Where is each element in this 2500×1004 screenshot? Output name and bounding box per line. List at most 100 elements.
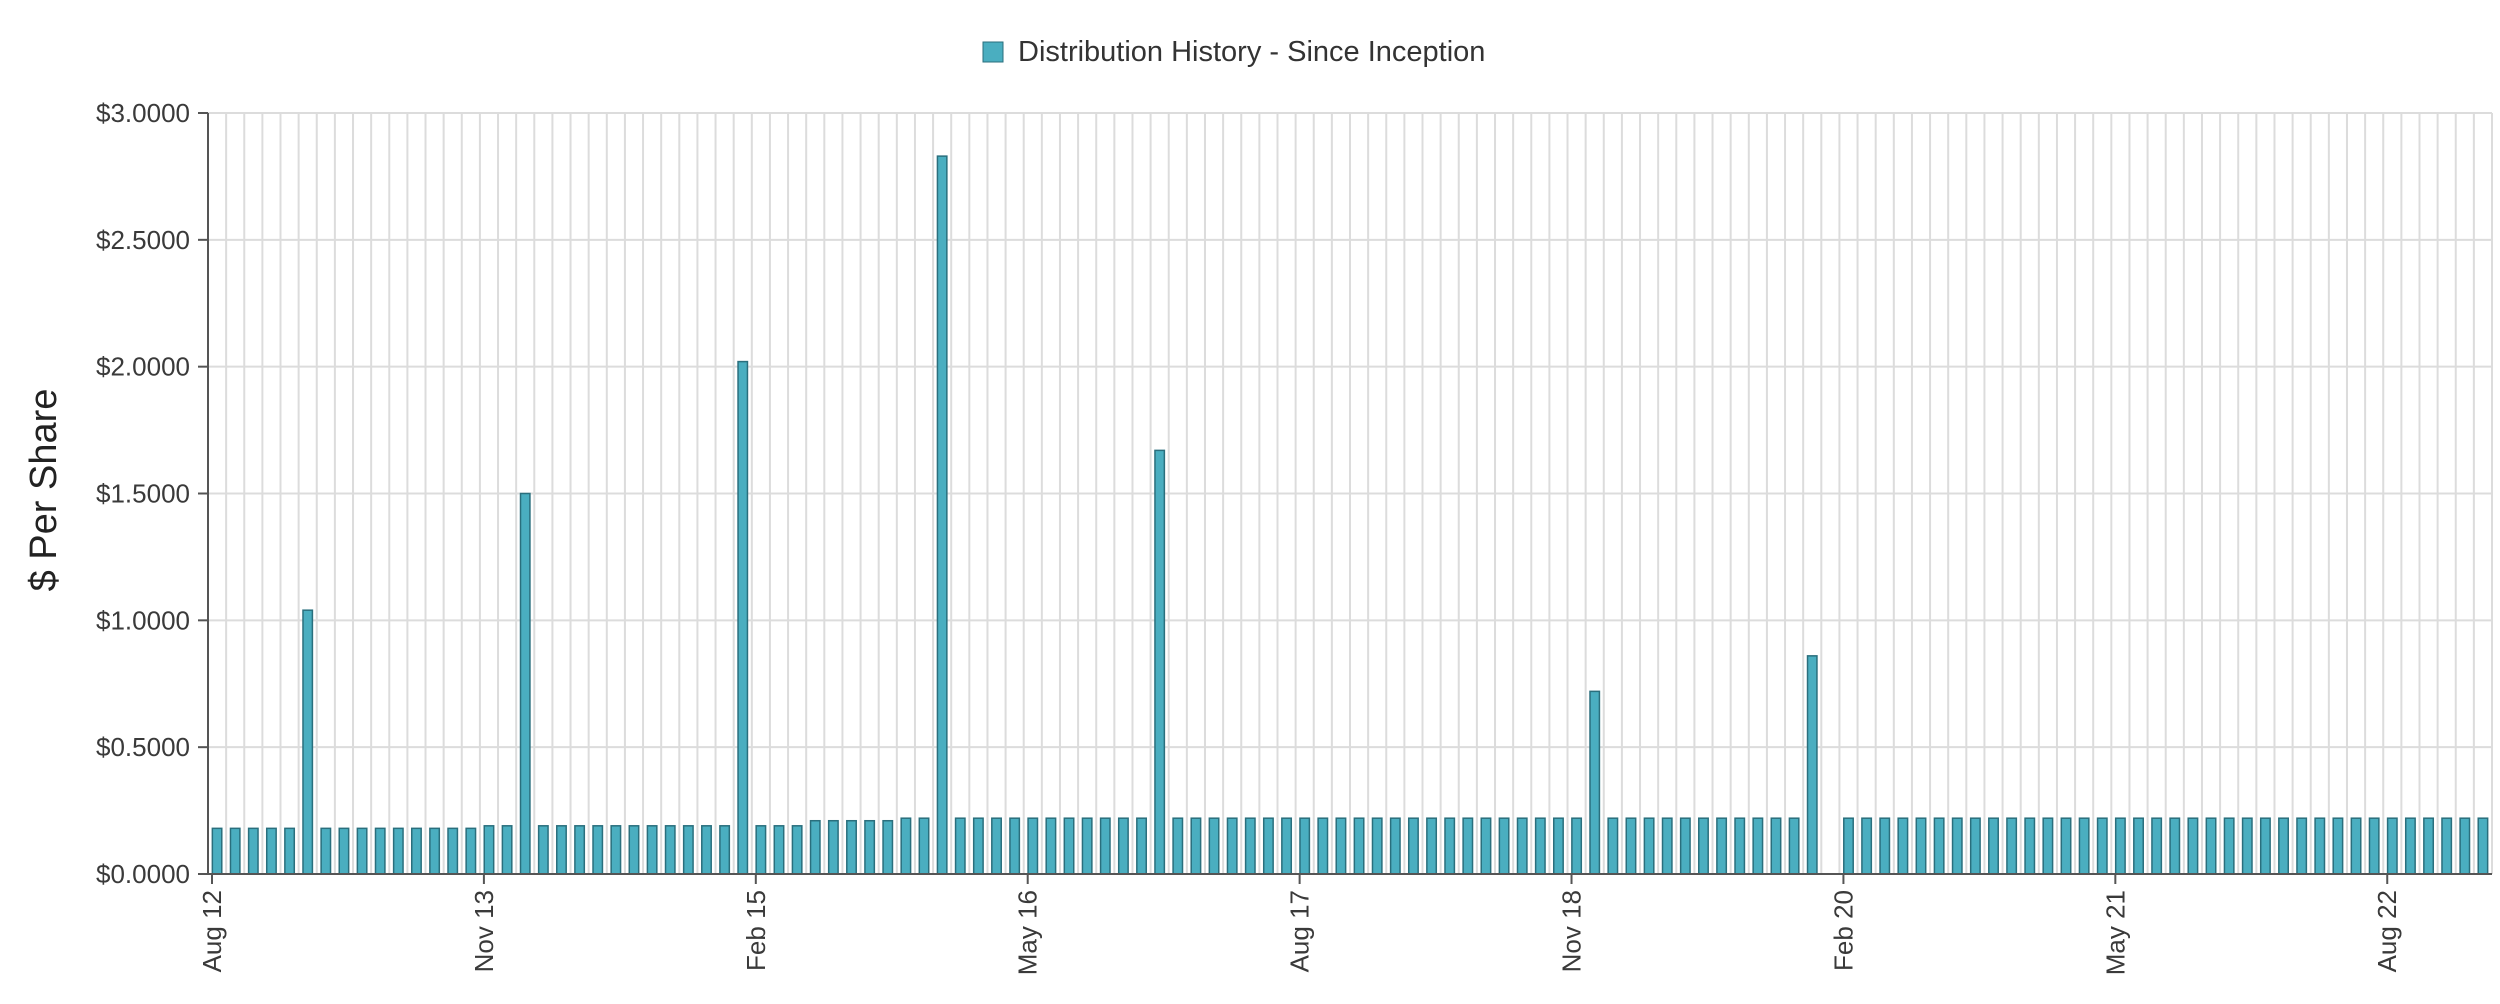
bar[interactable] <box>1752 817 1764 875</box>
bar[interactable] <box>2259 817 2271 875</box>
chart-legend[interactable]: Distribution History - Since Inception <box>982 36 1485 68</box>
bar[interactable] <box>284 827 296 875</box>
bar[interactable] <box>265 827 277 875</box>
bar[interactable] <box>1335 817 1347 875</box>
bar[interactable] <box>1770 817 1782 875</box>
bar[interactable] <box>827 819 839 875</box>
bar[interactable] <box>2296 817 2308 875</box>
bar[interactable] <box>556 825 567 875</box>
bar[interactable] <box>1861 817 1873 875</box>
bar[interactable] <box>755 825 767 875</box>
bar[interactable] <box>1933 817 1945 875</box>
bar[interactable] <box>809 819 821 875</box>
bar[interactable] <box>1371 817 1383 875</box>
bar[interactable] <box>1462 817 1474 875</box>
bar[interactable] <box>1607 817 1619 875</box>
bar[interactable] <box>1843 817 1854 875</box>
bar[interactable] <box>2314 817 2326 875</box>
bar[interactable] <box>2024 817 2036 875</box>
bar[interactable] <box>628 825 640 875</box>
bar[interactable] <box>2368 817 2380 875</box>
bar[interactable] <box>1988 817 1999 875</box>
bar[interactable] <box>410 827 422 875</box>
bar[interactable] <box>610 825 622 875</box>
bar[interactable] <box>1516 817 1528 875</box>
bar[interactable] <box>2169 817 2181 875</box>
bar[interactable] <box>1661 817 1673 875</box>
bar[interactable] <box>537 825 549 875</box>
bar[interactable] <box>2205 817 2217 875</box>
bar[interactable] <box>1045 817 1057 875</box>
bar[interactable] <box>1643 817 1655 875</box>
bar[interactable] <box>1407 817 1419 875</box>
bar[interactable] <box>1063 817 1075 875</box>
bar[interactable] <box>519 492 531 875</box>
bar[interactable] <box>2404 817 2416 875</box>
bar[interactable] <box>2114 817 2126 875</box>
bar[interactable] <box>1534 817 1546 875</box>
bar[interactable] <box>229 827 241 875</box>
bar[interactable] <box>2459 817 2471 875</box>
bar[interactable] <box>1190 817 1202 875</box>
bar[interactable] <box>1552 817 1564 875</box>
bar[interactable] <box>1172 817 1184 875</box>
bar[interactable] <box>1208 817 1220 875</box>
bar[interactable] <box>773 825 785 875</box>
bar[interactable] <box>2241 817 2253 875</box>
bar[interactable] <box>465 827 477 875</box>
bar[interactable] <box>2423 817 2435 875</box>
bar[interactable] <box>374 827 386 875</box>
bar[interactable] <box>2006 817 2018 875</box>
bar[interactable] <box>2042 817 2054 875</box>
bar[interactable] <box>320 827 332 875</box>
bar[interactable] <box>356 827 368 875</box>
bar[interactable] <box>1951 817 1963 875</box>
bar[interactable] <box>2350 817 2362 875</box>
bar[interactable] <box>954 817 966 875</box>
bar[interactable] <box>1498 817 1510 875</box>
bar[interactable] <box>882 819 894 875</box>
bar[interactable] <box>2278 817 2290 875</box>
bar[interactable] <box>1299 817 1311 875</box>
bar[interactable] <box>846 819 857 875</box>
bar[interactable] <box>1317 817 1329 875</box>
bar[interactable] <box>2151 817 2163 875</box>
bar[interactable] <box>2223 817 2235 875</box>
bar[interactable] <box>1281 817 1293 875</box>
bar[interactable] <box>1444 817 1456 875</box>
bar[interactable] <box>1244 817 1256 875</box>
bar[interactable] <box>2477 817 2489 875</box>
bar[interactable] <box>429 827 441 875</box>
bar[interactable] <box>1915 817 1927 875</box>
bar[interactable] <box>719 825 731 875</box>
bar[interactable] <box>2060 817 2072 875</box>
bar[interactable] <box>664 825 676 875</box>
bar[interactable] <box>392 827 404 875</box>
bar[interactable] <box>1625 817 1637 875</box>
bar[interactable] <box>447 827 459 875</box>
bar[interactable] <box>338 827 350 875</box>
bar[interactable] <box>302 609 314 875</box>
bar[interactable] <box>1117 817 1129 875</box>
bar[interactable] <box>1154 449 1166 875</box>
bar[interactable] <box>1716 817 1728 875</box>
bar[interactable] <box>682 825 694 875</box>
bar[interactable] <box>1226 817 1238 875</box>
bar[interactable] <box>2332 817 2344 875</box>
bar[interactable] <box>864 819 876 875</box>
bar[interactable] <box>2096 817 2108 875</box>
bar[interactable] <box>1081 817 1093 875</box>
bar[interactable] <box>1897 817 1909 875</box>
bar[interactable] <box>701 825 712 875</box>
bar[interactable] <box>1734 817 1746 875</box>
bar[interactable] <box>211 827 223 875</box>
bar[interactable] <box>1571 817 1583 875</box>
bar[interactable] <box>483 825 495 875</box>
bar[interactable] <box>1262 817 1274 875</box>
bar[interactable] <box>1969 817 1981 875</box>
bar[interactable] <box>991 817 1002 875</box>
bar[interactable] <box>1426 817 1438 875</box>
bar[interactable] <box>2386 817 2398 875</box>
bar[interactable] <box>1480 817 1492 875</box>
bar[interactable] <box>1136 817 1148 875</box>
